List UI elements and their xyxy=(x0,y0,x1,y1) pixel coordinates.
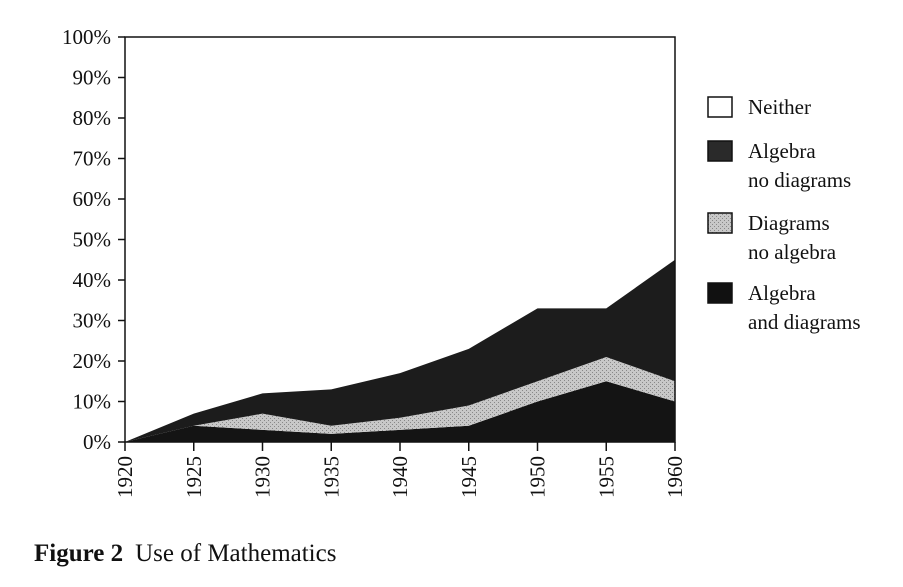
legend-label: and diagrams xyxy=(748,310,861,334)
y-tick-label: 50% xyxy=(73,228,112,252)
legend-swatch xyxy=(708,141,732,161)
x-tick-label: 1960 xyxy=(663,456,687,498)
legend-swatch xyxy=(708,283,732,303)
x-tick-label: 1920 xyxy=(113,456,137,498)
legend-swatch xyxy=(708,213,732,233)
y-tick-label: 70% xyxy=(73,147,112,171)
legend-swatch xyxy=(708,97,732,117)
x-tick-label: 1930 xyxy=(251,456,275,498)
y-tick-label: 60% xyxy=(73,187,112,211)
legend-label: no algebra xyxy=(748,240,837,264)
y-tick-label: 0% xyxy=(83,430,111,454)
x-tick-label: 1950 xyxy=(526,456,550,498)
y-tick-label: 100% xyxy=(62,25,111,49)
y-tick-label: 90% xyxy=(73,66,112,90)
x-tick-label: 1925 xyxy=(182,456,206,498)
x-tick-label: 1955 xyxy=(594,456,618,498)
figure-title: Use of Mathematics xyxy=(135,540,336,567)
legend-label: no diagrams xyxy=(748,168,851,192)
x-axis: 1920 1925 1930 1935 1940 1945 1950 1955 1960 xyxy=(113,442,687,498)
legend-label: Algebra xyxy=(748,139,816,163)
x-tick-label: 1945 xyxy=(457,456,481,498)
x-tick-label: 1940 xyxy=(388,456,412,498)
y-tick-label: 10% xyxy=(73,390,112,414)
y-tick-label: 20% xyxy=(73,349,112,373)
legend-label: Diagrams xyxy=(748,211,830,235)
y-tick-label: 40% xyxy=(73,268,112,292)
figure-number: Figure 2 xyxy=(34,540,123,567)
y-tick-label: 80% xyxy=(73,106,112,130)
y-axis: 0% 10% 20% 30% 40% 50% 60% 70% 80% 90% 100% xyxy=(62,25,125,454)
y-tick-label: 30% xyxy=(73,309,112,333)
legend: Neither Algebra no diagrams Diagrams no alge… xyxy=(708,95,861,334)
legend-label: Neither xyxy=(748,95,811,119)
legend-label: Algebra xyxy=(748,281,816,305)
x-tick-label: 1935 xyxy=(319,456,343,498)
area-series-group xyxy=(125,260,675,442)
figure-caption: Figure 2 Use of Mathematics xyxy=(34,540,336,568)
